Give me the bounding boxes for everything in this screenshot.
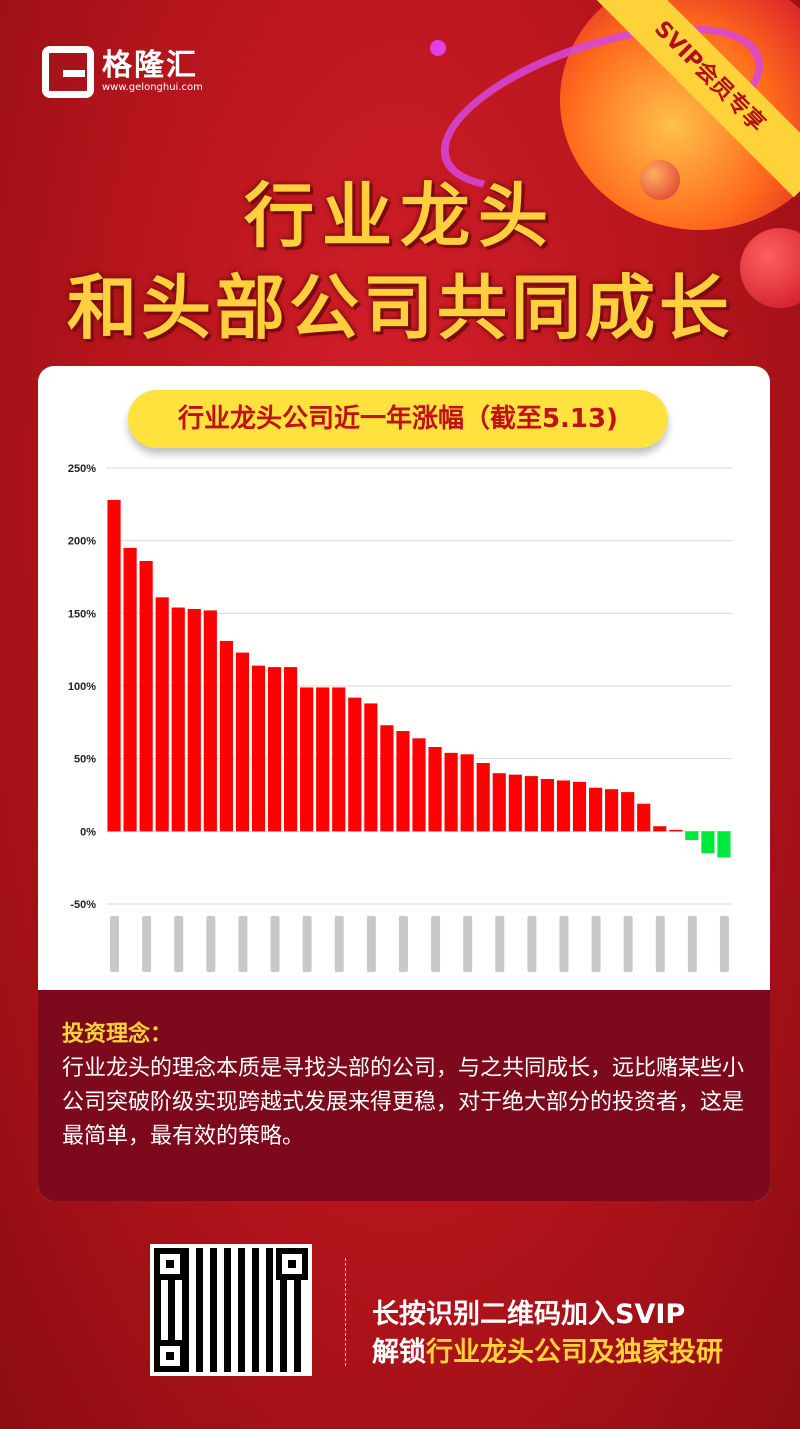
bar-chart: 250% 200% 150% 100% 50% 0% -50% [38, 366, 770, 990]
bar [412, 738, 425, 831]
bar [637, 804, 650, 832]
bar [493, 773, 506, 831]
info-body: 行业龙头的理念本质是寻找头部的公司，与之共同成长，远比赌某些小公司突破阶级实现跨… [62, 1052, 752, 1154]
bar [541, 779, 554, 831]
y-tick-label: 100% [68, 681, 96, 693]
bar [396, 731, 409, 831]
blurred-category-label [688, 916, 697, 972]
bar [300, 687, 313, 831]
blurred-category-label [624, 916, 633, 972]
y-tick-label: -50% [70, 899, 96, 911]
bar [589, 788, 602, 832]
qr-pattern [154, 1248, 308, 1372]
chart-title: 行业龙头公司近一年涨幅（截至5.13) [128, 390, 668, 448]
y-tick-label: 0% [80, 826, 96, 838]
brand-name: 格隆汇 [102, 50, 203, 82]
blurred-category-label [656, 916, 665, 972]
y-tick-label: 250% [68, 463, 96, 475]
blurred-category-label [335, 916, 344, 972]
cta-line1: 长按识别二维码加入SVIP [372, 1292, 685, 1331]
brand-logo[interactable]: 格隆汇 www.gelonghui.com [42, 46, 203, 98]
blurred-category-label [206, 916, 215, 972]
qr-eye [276, 1248, 308, 1280]
bar [509, 775, 522, 832]
decorative-ball [430, 40, 446, 56]
bar [605, 789, 618, 831]
bar [557, 780, 570, 831]
blurred-category-label [592, 916, 601, 972]
qr-eye [154, 1248, 186, 1280]
y-tick-label: 50% [74, 754, 96, 766]
brand-url: www.gelonghui.com [102, 82, 203, 94]
blurred-category-label [174, 916, 183, 972]
cta-highlight: 行业龙头公司及独家投研 [426, 1337, 723, 1368]
blurred-category-label [495, 916, 504, 972]
qr-eye [154, 1340, 186, 1372]
blurred-category-label [367, 916, 376, 972]
bar [477, 763, 490, 831]
blurred-category-label [271, 916, 280, 972]
bar [316, 687, 329, 831]
bar [380, 725, 393, 831]
bar [653, 826, 666, 831]
blurred-category-label [720, 916, 729, 972]
bar [172, 608, 185, 832]
y-tick-label: 200% [68, 536, 96, 548]
bar [364, 703, 377, 831]
blurred-category-label [238, 916, 247, 972]
blurred-category-label [463, 916, 472, 972]
headline-line1: 行业龙头 [0, 160, 800, 261]
blurred-category-label [110, 916, 119, 972]
bar [573, 782, 586, 831]
blurred-category-label [431, 916, 440, 972]
bar [428, 747, 441, 831]
info-title: 投资理念： [62, 1016, 172, 1048]
blurred-category-label [399, 916, 408, 972]
bar [685, 831, 698, 840]
y-tick-label: 150% [68, 608, 96, 620]
bar [236, 653, 249, 832]
bar [332, 687, 345, 831]
chart-card: 250% 200% 150% 100% 50% 0% -50% 行业龙头公司近一年涨幅（截至… [38, 366, 770, 1201]
bar [220, 641, 233, 831]
bar [348, 698, 361, 832]
logo-icon [42, 46, 94, 98]
bar [669, 830, 682, 831]
bar [461, 754, 474, 831]
bar [284, 667, 297, 831]
bar [525, 776, 538, 831]
bar [717, 831, 730, 857]
bar [445, 753, 458, 831]
bar [156, 597, 169, 831]
bar [188, 609, 201, 831]
divider [345, 1258, 346, 1366]
bar [107, 500, 120, 831]
bar [268, 667, 281, 831]
blurred-category-label [527, 916, 536, 972]
bar [123, 548, 136, 831]
blurred-category-label [559, 916, 568, 972]
headline-line2: 和头部公司共同成长 [0, 252, 800, 353]
cta-prefix: 解锁 [372, 1337, 426, 1368]
bar [701, 831, 714, 853]
bar [204, 610, 217, 831]
bar [621, 792, 634, 831]
blurred-category-label [142, 916, 151, 972]
investment-philosophy-panel: 投资理念： 行业龙头的理念本质是寻找头部的公司，与之共同成长，远比赌某些小公司突… [38, 990, 770, 1201]
blurred-category-label [303, 916, 312, 972]
bar [252, 666, 265, 832]
bar [140, 561, 153, 831]
cta-line2: 解锁行业龙头公司及独家投研 [372, 1330, 723, 1369]
qr-code[interactable] [150, 1244, 312, 1376]
